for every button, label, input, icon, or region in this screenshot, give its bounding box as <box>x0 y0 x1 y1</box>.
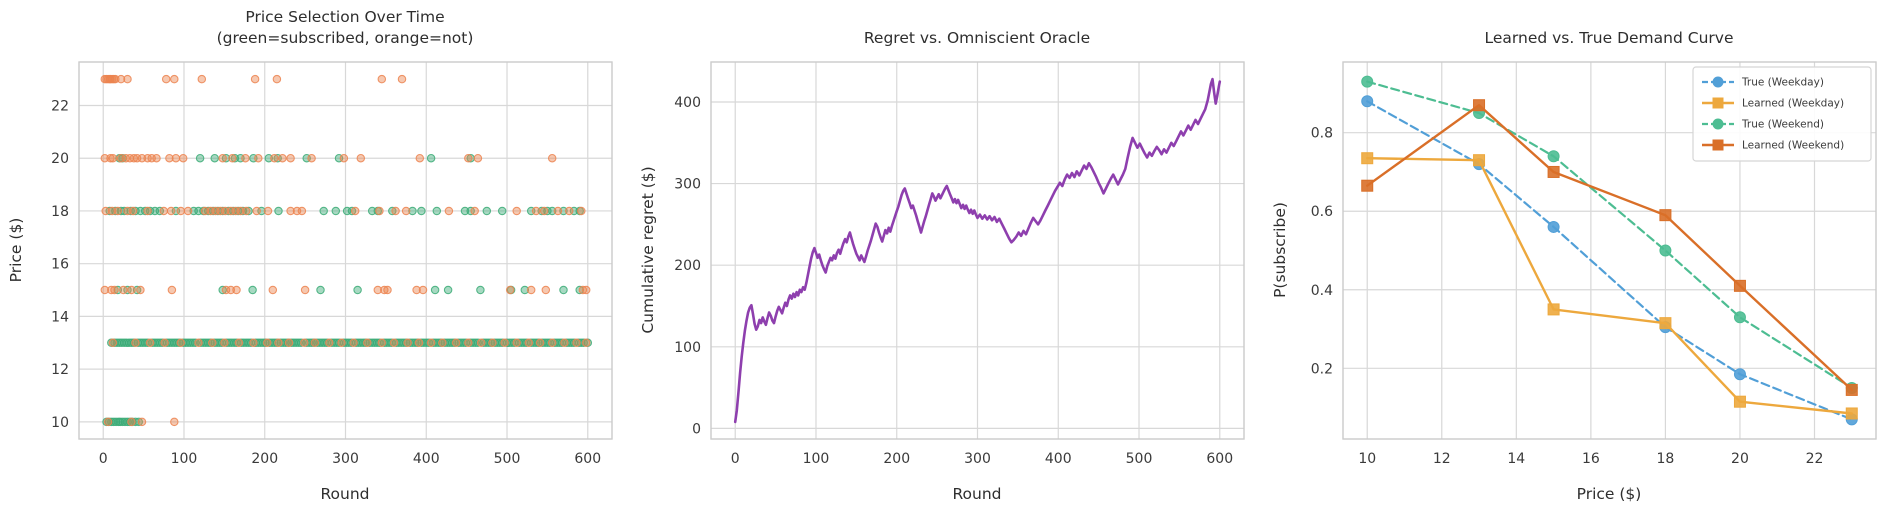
y-axis-label: P(subscribe) <box>1271 202 1289 298</box>
svg-text:100: 100 <box>803 451 830 467</box>
svg-text:True (Weekend): True (Weekend) <box>1741 119 1824 131</box>
chart-title: Learned vs. True Demand Curve <box>1485 29 1734 47</box>
svg-text:20: 20 <box>1731 451 1749 467</box>
svg-text:400: 400 <box>413 451 440 467</box>
x-axis-label: Round <box>320 485 369 503</box>
panel-demand-curve: 10 12 14 16 18 20 22 0.2 0.4 0.6 0.8 True (Weekday)… <box>1264 0 1896 516</box>
chart-title-line1: Price Selection Over Time <box>245 8 444 26</box>
svg-text:500: 500 <box>494 451 521 467</box>
demand-curve-chart: 10 12 14 16 18 20 22 0.2 0.4 0.6 0.8 True (Weekday)… <box>1271 29 1877 503</box>
chart-title-line2: (green=subscribed, orange=not) <box>217 29 474 47</box>
x-axis-label: Price ($) <box>1577 485 1642 503</box>
svg-text:300: 300 <box>674 177 701 193</box>
svg-text:22: 22 <box>1806 451 1824 467</box>
regret-plot-area: 0 100 200 300 400 500 600 0 100 200 300 400 <box>674 61 1245 467</box>
svg-text:200: 200 <box>674 258 701 274</box>
svg-text:0: 0 <box>692 421 701 437</box>
svg-text:10: 10 <box>1358 451 1376 467</box>
svg-text:600: 600 <box>574 451 601 467</box>
svg-text:True (Weekday): True (Weekday) <box>1741 77 1824 89</box>
svg-text:20: 20 <box>51 151 69 167</box>
svg-text:100: 100 <box>171 451 198 467</box>
svg-text:400: 400 <box>1045 451 1072 467</box>
price-selection-plot-area: 0 100 200 300 400 500 600 10 12 14 16 18 20 22 <box>51 61 613 467</box>
svg-text:10: 10 <box>51 415 69 431</box>
y-axis-label: Cumulative regret ($) <box>639 166 657 333</box>
svg-text:0.4: 0.4 <box>1311 283 1333 299</box>
svg-text:12: 12 <box>1433 451 1451 467</box>
regret-chart: 0 100 200 300 400 500 600 0 100 200 300 400 Regret … <box>639 29 1245 503</box>
svg-text:400: 400 <box>674 95 701 111</box>
svg-text:100: 100 <box>674 340 701 356</box>
svg-text:600: 600 <box>1206 451 1233 467</box>
demand-curve-plot-area: 10 12 14 16 18 20 22 0.2 0.4 0.6 0.8 True (Weekday)… <box>1311 61 1877 467</box>
svg-text:18: 18 <box>51 204 69 220</box>
price-selection-chart: 0 100 200 300 400 500 600 10 12 14 16 18 20 22 Price … <box>7 8 613 503</box>
svg-text:0.6: 0.6 <box>1311 204 1333 220</box>
panel-price-selection: 0 100 200 300 400 500 600 10 12 14 16 18 20 22 Price … <box>0 0 632 516</box>
svg-text:0: 0 <box>731 451 740 467</box>
panel-regret: 0 100 200 300 400 500 600 0 100 200 300 400 Regret … <box>632 0 1264 516</box>
svg-text:300: 300 <box>964 451 991 467</box>
svg-text:0.8: 0.8 <box>1311 126 1333 142</box>
svg-text:22: 22 <box>51 99 69 115</box>
y-axis-label: Price ($) <box>7 218 25 283</box>
svg-text:14: 14 <box>51 309 69 325</box>
svg-text:14: 14 <box>1507 451 1525 467</box>
svg-text:0.2: 0.2 <box>1311 361 1333 377</box>
svg-text:16: 16 <box>51 257 69 273</box>
svg-text:Learned (Weekend): Learned (Weekend) <box>1742 140 1844 152</box>
legend: True (Weekday) Learned (Weekday) True (Wee… <box>1692 66 1872 162</box>
x-axis-label: Round <box>952 485 1001 503</box>
svg-text:500: 500 <box>1126 451 1153 467</box>
svg-text:16: 16 <box>1582 451 1600 467</box>
svg-text:200: 200 <box>251 451 278 467</box>
svg-text:12: 12 <box>51 362 69 378</box>
svg-text:200: 200 <box>883 451 910 467</box>
svg-text:18: 18 <box>1656 451 1674 467</box>
svg-text:0: 0 <box>99 451 108 467</box>
svg-text:300: 300 <box>332 451 359 467</box>
svg-text:Learned (Weekday): Learned (Weekday) <box>1742 98 1844 110</box>
chart-title: Regret vs. Omniscient Oracle <box>864 29 1090 47</box>
